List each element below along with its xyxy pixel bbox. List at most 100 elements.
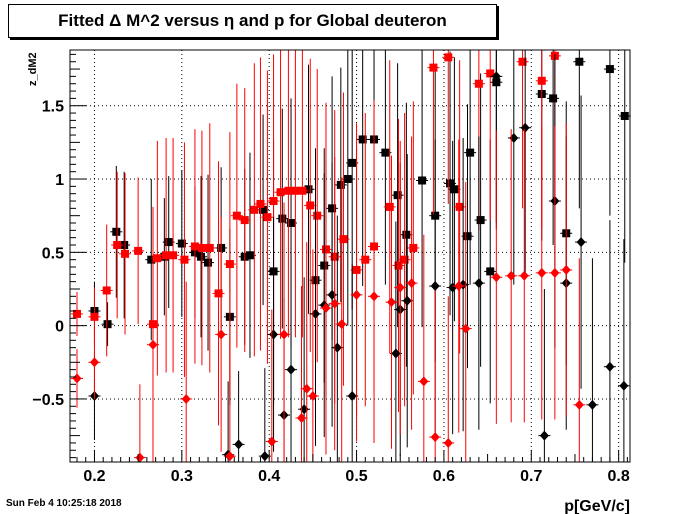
y-axis-label: z_dM2 <box>27 52 39 86</box>
data-point-diamond <box>332 342 342 353</box>
y-tick-label: 1 <box>55 172 64 189</box>
data-point-square <box>269 197 278 206</box>
y-tick-label: 1.5 <box>42 99 64 116</box>
data-point-square <box>304 185 313 194</box>
data-point-diamond <box>299 404 309 415</box>
data-point-diamond <box>386 297 396 308</box>
data-point-diamond <box>506 270 516 281</box>
data-point-square <box>474 79 483 88</box>
data-point-diamond <box>308 391 318 402</box>
y-tick-label: −0.5 <box>32 392 64 409</box>
data-point-diamond <box>327 289 337 300</box>
data-point-diamond <box>407 278 417 289</box>
data-point-square <box>90 312 99 321</box>
data-point-diamond <box>461 323 471 334</box>
data-point-diamond <box>302 383 312 394</box>
data-point-square <box>385 202 394 211</box>
data-point-diamond <box>574 399 584 410</box>
data-point-square <box>537 76 546 85</box>
data-point-square <box>463 232 472 241</box>
data-point-square <box>162 251 171 260</box>
data-point-square <box>620 111 629 120</box>
data-point-square <box>169 251 178 260</box>
data-point-square <box>336 180 345 189</box>
x-tick-label: 0.6 <box>433 468 455 485</box>
data-point-square <box>278 214 287 223</box>
data-point-square <box>393 191 402 200</box>
data-point-diamond <box>402 295 412 306</box>
data-point-square <box>402 230 411 239</box>
data-point-square <box>197 243 206 252</box>
data-point-square <box>298 186 307 195</box>
data-point-diamond <box>279 329 289 340</box>
chart-title-box: Fitted Δ M^2 versus η and p for Global d… <box>8 4 497 38</box>
data-point-diamond <box>561 264 571 275</box>
data-point-diamond <box>225 451 235 462</box>
data-point-diamond <box>352 289 362 300</box>
data-point-diamond <box>148 339 158 350</box>
data-point-diamond <box>419 376 429 387</box>
data-point-square <box>153 254 162 263</box>
data-point-diamond <box>520 122 530 133</box>
data-point-diamond <box>267 436 277 447</box>
data-point-square <box>549 94 558 103</box>
data-point-diamond <box>576 237 586 248</box>
data-point-square <box>455 202 464 211</box>
data-point-square <box>575 57 584 66</box>
data-point-square <box>190 242 199 251</box>
data-point-diamond <box>72 373 82 384</box>
chart-title: Fitted Δ M^2 versus η and p for Global d… <box>58 11 447 30</box>
data-point-diamond <box>619 380 629 391</box>
data-point-diamond <box>395 282 405 293</box>
data-point-diamond <box>321 303 331 314</box>
data-point-diamond <box>491 71 501 82</box>
data-point-diamond <box>260 451 270 462</box>
data-point-diamond <box>509 132 519 143</box>
data-point-diamond <box>310 308 320 319</box>
data-point-square <box>180 255 189 264</box>
data-point-square <box>240 216 249 225</box>
data-point-square <box>486 267 495 276</box>
x-tick-label: 0.5 <box>345 468 367 485</box>
data-point-square <box>177 239 186 248</box>
data-point-diamond <box>519 270 529 281</box>
x-axis-label: p[GeV/c] <box>564 498 630 514</box>
data-point-diamond <box>448 282 458 293</box>
x-tick-label: 0.3 <box>171 468 193 485</box>
data-point-square <box>409 243 418 252</box>
data-point-square <box>358 135 367 144</box>
data-point-square <box>343 175 352 184</box>
data-point-diamond <box>550 267 560 278</box>
data-point-square <box>103 320 112 329</box>
data-point-square <box>291 186 300 195</box>
data-point-diamond <box>234 439 244 450</box>
plot-frame <box>69 49 631 463</box>
data-point-diamond <box>297 413 307 424</box>
data-point-square <box>120 241 129 250</box>
data-point-square <box>204 258 213 267</box>
data-point-diamond <box>337 319 347 330</box>
data-point-square <box>284 186 293 195</box>
data-point-diamond <box>286 364 296 375</box>
data-point-square <box>250 205 259 214</box>
data-point-square <box>361 255 370 264</box>
data-point-square <box>197 252 206 261</box>
data-point-square <box>287 219 296 228</box>
timestamp: Sun Feb 4 10:25:18 2018 <box>6 498 122 509</box>
data-point-diamond <box>474 278 484 289</box>
data-point-diamond <box>181 393 191 404</box>
series-1 <box>88 50 631 413</box>
data-point-diamond <box>454 281 464 292</box>
data-point-diamond <box>587 399 597 410</box>
y-tick-label: 0.5 <box>42 245 64 262</box>
data-point-diamond <box>269 329 279 340</box>
data-point-square <box>232 211 241 220</box>
data-point-diamond <box>330 298 340 309</box>
data-point-square <box>446 179 455 188</box>
data-point-diamond <box>216 329 226 340</box>
data-point-square <box>205 243 214 252</box>
x-tick-label: 0.8 <box>608 468 630 485</box>
data-point-square <box>263 213 272 222</box>
data-point-square <box>466 148 475 157</box>
